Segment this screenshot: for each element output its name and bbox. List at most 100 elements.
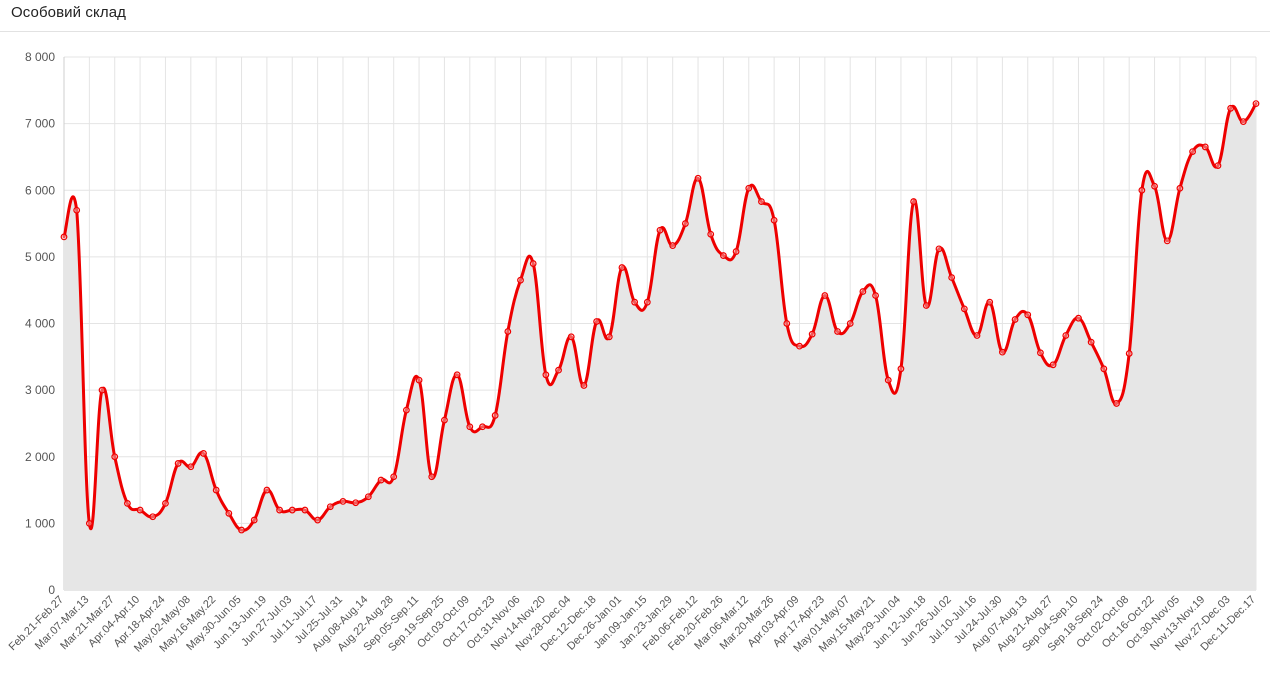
data-point	[238, 526, 245, 534]
data-point	[758, 198, 765, 205]
data-point	[402, 406, 410, 414]
data-point	[1037, 349, 1044, 357]
data-point	[149, 513, 157, 521]
data-point	[390, 473, 398, 481]
y-tick-label: 7 000	[25, 117, 55, 131]
y-tick-label: 5 000	[25, 250, 55, 264]
data-point	[111, 453, 119, 461]
y-tick-label: 2 000	[25, 450, 55, 464]
data-point	[935, 245, 943, 253]
data-point	[162, 499, 169, 507]
data-point	[808, 330, 816, 338]
data-point	[504, 328, 512, 335]
data-point	[1138, 186, 1146, 194]
data-point	[922, 302, 930, 309]
data-point	[1011, 316, 1019, 323]
data-point	[605, 333, 613, 341]
data-point	[720, 252, 727, 259]
data-point	[593, 318, 600, 325]
data-point	[580, 382, 588, 389]
data-point	[973, 332, 981, 339]
area-fill	[64, 103, 1256, 590]
data-point	[453, 371, 461, 379]
chart-header: Особовий склад	[0, 0, 1270, 32]
y-tick-label: 4 000	[25, 317, 55, 331]
data-point	[1100, 365, 1108, 373]
data-point	[681, 220, 689, 227]
data-point	[1163, 237, 1171, 245]
data-point	[834, 328, 841, 335]
data-point	[643, 298, 651, 306]
data-point	[707, 230, 715, 238]
data-point	[212, 486, 220, 494]
data-point	[136, 506, 144, 514]
data-point	[479, 423, 486, 431]
y-tick-label: 1 000	[25, 516, 55, 530]
data-point	[1113, 400, 1120, 407]
data-point	[656, 226, 664, 234]
data-point	[1176, 184, 1184, 192]
data-point	[187, 463, 195, 471]
data-point	[669, 242, 677, 249]
data-point	[567, 333, 575, 341]
data-point	[326, 503, 334, 511]
data-point	[1239, 118, 1247, 126]
data-point	[846, 320, 854, 327]
data-point	[948, 274, 956, 281]
data-point	[364, 493, 372, 501]
data-point	[884, 376, 892, 384]
data-point	[1252, 100, 1260, 108]
data-point	[910, 198, 918, 205]
data-point	[466, 423, 474, 431]
data-point	[263, 486, 271, 494]
data-point	[339, 497, 347, 505]
data-point	[1024, 311, 1032, 319]
chart-title: Особовий склад	[11, 4, 126, 21]
data-point	[986, 298, 994, 306]
data-point	[1214, 162, 1222, 169]
data-point	[745, 184, 753, 192]
data-point	[618, 264, 626, 271]
data-point	[770, 216, 778, 224]
data-point	[1189, 148, 1196, 156]
series-line	[62, 102, 1258, 532]
data-point	[821, 292, 829, 299]
data-point	[428, 473, 436, 481]
data-point	[1201, 143, 1209, 151]
y-tick-label: 3 000	[25, 383, 55, 397]
data-point	[1062, 332, 1070, 339]
y-tick-label: 6 000	[25, 183, 55, 197]
data-point	[352, 499, 360, 507]
data-point	[542, 371, 550, 379]
data-point	[783, 320, 791, 327]
data-point	[960, 305, 968, 313]
data-point	[897, 365, 905, 373]
data-point	[872, 292, 879, 299]
data-point	[732, 248, 740, 255]
data-point	[631, 298, 639, 306]
data-point	[694, 174, 702, 182]
data-point	[73, 206, 81, 214]
data-point	[1125, 350, 1133, 357]
data-point	[314, 516, 322, 524]
data-point	[276, 506, 283, 514]
y-tick-label: 8 000	[25, 50, 55, 64]
data-point	[415, 376, 423, 384]
data-point	[225, 509, 233, 517]
y-tick-label: 0	[48, 583, 55, 597]
data-point	[288, 506, 296, 514]
data-point	[301, 506, 309, 514]
data-point	[859, 288, 867, 295]
data-point	[1087, 338, 1095, 346]
data-point	[555, 366, 562, 374]
data-point	[441, 416, 448, 424]
data-point	[250, 516, 258, 524]
data-point	[174, 460, 182, 467]
data-point	[98, 386, 106, 394]
data-point	[124, 499, 131, 507]
data-point	[377, 476, 385, 484]
data-point	[85, 519, 93, 527]
data-point	[1227, 104, 1235, 112]
data-point	[1075, 314, 1082, 322]
